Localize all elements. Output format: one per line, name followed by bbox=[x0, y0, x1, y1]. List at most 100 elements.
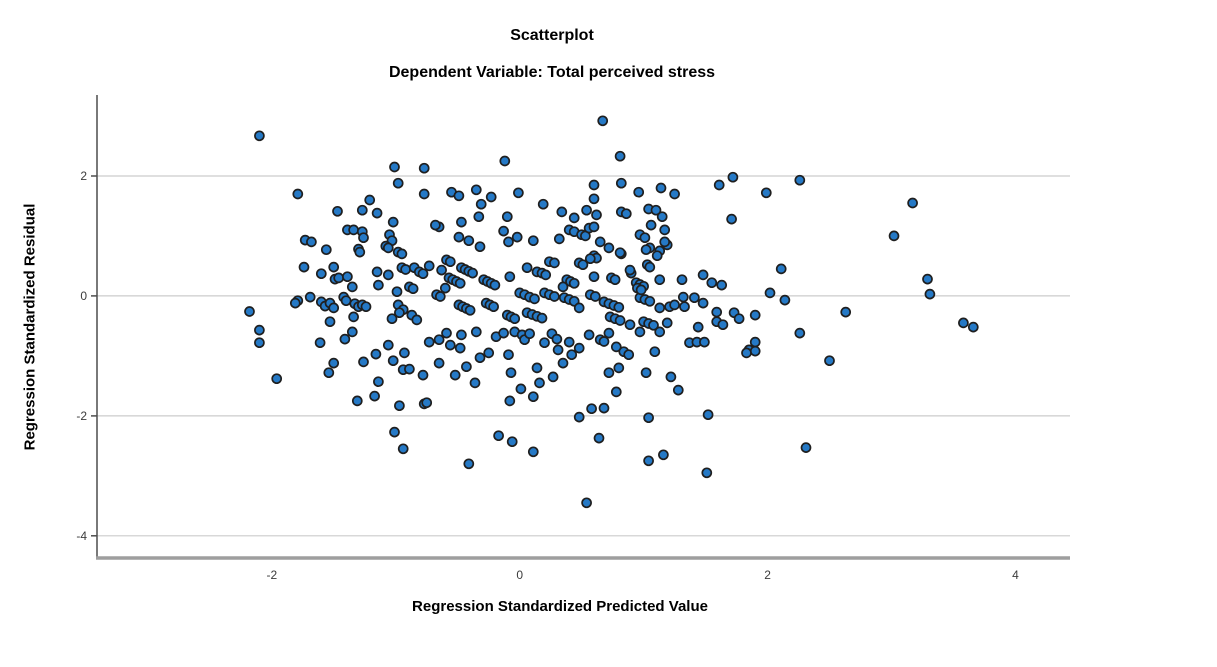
data-point bbox=[328, 302, 340, 314]
data-point bbox=[417, 268, 429, 280]
data-point bbox=[794, 174, 806, 186]
data-point bbox=[659, 224, 671, 236]
data-point bbox=[692, 321, 704, 333]
data-point bbox=[348, 224, 359, 236]
data-point bbox=[394, 400, 405, 412]
data-point bbox=[470, 326, 482, 338]
y-tick-label: 0 bbox=[80, 289, 87, 303]
data-point bbox=[534, 377, 545, 389]
chart-subtitle: Dependent Variable: Total perceived stre… bbox=[388, 64, 716, 81]
data-point bbox=[549, 257, 560, 269]
data-point bbox=[394, 307, 405, 319]
data-point bbox=[488, 301, 499, 313]
data-point bbox=[620, 208, 632, 220]
data-point bbox=[672, 384, 684, 396]
data-point bbox=[407, 283, 419, 295]
data-point bbox=[553, 233, 565, 245]
data-point bbox=[529, 293, 540, 305]
data-point bbox=[557, 357, 569, 369]
data-point bbox=[464, 304, 476, 316]
data-point bbox=[382, 242, 394, 254]
data-point bbox=[615, 177, 627, 189]
data-point bbox=[701, 467, 713, 479]
data-point bbox=[404, 363, 415, 375]
data-point bbox=[624, 319, 636, 331]
data-point bbox=[563, 336, 575, 348]
data-point bbox=[513, 187, 524, 199]
x-tick-label: 2 bbox=[764, 568, 771, 582]
data-point bbox=[749, 345, 761, 357]
data-point bbox=[697, 269, 709, 281]
data-point bbox=[537, 198, 549, 210]
data-point bbox=[358, 232, 369, 244]
data-point bbox=[749, 309, 761, 321]
data-point bbox=[583, 329, 595, 341]
x-axis-title: Regression Standardized Predicted Value bbox=[412, 598, 708, 615]
data-point bbox=[669, 188, 680, 200]
data-point bbox=[324, 316, 336, 328]
data-point bbox=[454, 342, 466, 354]
data-point bbox=[527, 391, 539, 403]
data-point bbox=[463, 235, 475, 247]
data-point bbox=[697, 297, 709, 309]
data-point bbox=[702, 409, 714, 421]
data-point bbox=[441, 327, 452, 339]
data-point bbox=[581, 204, 592, 216]
data-point bbox=[661, 317, 673, 329]
data-point bbox=[603, 327, 615, 339]
y-tick-label: -4 bbox=[76, 529, 87, 543]
data-point bbox=[794, 327, 806, 339]
data-point bbox=[320, 244, 332, 256]
data-point bbox=[430, 219, 441, 231]
data-point bbox=[521, 262, 533, 274]
data-point bbox=[824, 355, 835, 367]
data-point bbox=[475, 198, 487, 210]
data-point bbox=[775, 263, 787, 275]
data-point bbox=[306, 236, 317, 248]
data-point bbox=[434, 291, 446, 302]
data-point bbox=[676, 274, 688, 286]
data-point bbox=[677, 291, 689, 303]
data-point bbox=[635, 284, 647, 296]
data-point bbox=[387, 355, 399, 367]
data-point bbox=[610, 386, 622, 398]
data-point bbox=[573, 411, 585, 423]
data-point bbox=[498, 327, 509, 339]
data-point bbox=[463, 458, 475, 470]
data-point bbox=[503, 236, 514, 248]
data-point bbox=[624, 264, 636, 276]
data-point bbox=[373, 279, 384, 291]
data-point bbox=[713, 179, 725, 191]
x-tick-label: -2 bbox=[266, 568, 277, 582]
data-point bbox=[551, 333, 563, 345]
data-point bbox=[474, 352, 486, 364]
data-point bbox=[499, 155, 511, 167]
data-point bbox=[328, 357, 340, 369]
data-point bbox=[924, 288, 936, 300]
data-point bbox=[649, 346, 661, 358]
data-point bbox=[573, 342, 585, 354]
data-point bbox=[589, 291, 601, 302]
data-point bbox=[503, 349, 514, 361]
data-point bbox=[433, 334, 445, 346]
data-point bbox=[655, 182, 667, 194]
data-point bbox=[348, 311, 359, 323]
data-point bbox=[598, 336, 610, 347]
data-point bbox=[444, 339, 456, 351]
data-point bbox=[509, 313, 521, 325]
data-point bbox=[613, 301, 625, 313]
data-point bbox=[423, 260, 435, 272]
data-point bbox=[654, 302, 666, 314]
data-point bbox=[741, 347, 752, 359]
data-point bbox=[493, 430, 504, 442]
data-point bbox=[358, 356, 369, 368]
data-point bbox=[598, 402, 610, 414]
data-point bbox=[483, 347, 495, 359]
data-point bbox=[651, 250, 663, 262]
data-point bbox=[760, 187, 772, 199]
data-point bbox=[549, 291, 560, 302]
data-point bbox=[610, 341, 622, 353]
data-point bbox=[566, 349, 578, 361]
data-point bbox=[387, 216, 399, 228]
